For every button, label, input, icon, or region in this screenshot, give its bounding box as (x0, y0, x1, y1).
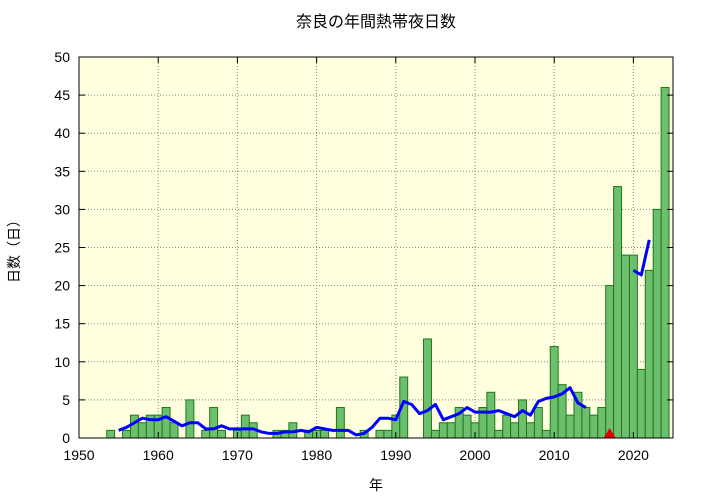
y-tick-label: 35 (54, 163, 70, 179)
bar (644, 269, 654, 439)
y-tick-label: 15 (54, 316, 70, 332)
bar (597, 407, 607, 439)
bar (462, 414, 472, 439)
y-tick-label: 5 (62, 392, 70, 408)
bar (106, 429, 116, 439)
y-axis-title: 日数（日） (6, 213, 22, 283)
bar (209, 407, 219, 439)
bar (430, 429, 440, 439)
bar (446, 422, 456, 439)
marker-series (603, 428, 616, 438)
bar (605, 285, 615, 439)
bar (533, 407, 543, 439)
bar (628, 254, 638, 439)
bar (375, 429, 385, 439)
trend-line (118, 386, 587, 437)
bar (494, 429, 504, 439)
x-tick-label: 1960 (143, 447, 174, 463)
bar (129, 414, 139, 439)
y-tick-label: 30 (54, 201, 70, 217)
x-tick-label: 2000 (459, 447, 490, 463)
bar (613, 186, 623, 439)
bar (383, 429, 393, 439)
y-tick-label: 45 (54, 87, 70, 103)
y-tick-label: 10 (54, 354, 70, 370)
bar (486, 391, 496, 439)
bar (621, 254, 630, 439)
bar (525, 422, 535, 439)
bar (541, 429, 551, 439)
bar (161, 407, 171, 439)
y-axis: 0 5 10 15 20 25 30 35 40 45 50 (54, 49, 673, 446)
bar (565, 414, 575, 439)
x-tick-label: 1990 (380, 447, 411, 463)
bar (137, 422, 147, 439)
y-tick-label: 40 (54, 125, 70, 141)
bar (660, 86, 670, 439)
trend-series (118, 239, 651, 437)
x-tick-label: 2020 (618, 447, 649, 463)
bar (581, 407, 591, 439)
trend-line (632, 239, 651, 277)
y-tick-label: 20 (54, 278, 70, 294)
x-tick-label: 2010 (539, 447, 570, 463)
bar (335, 407, 345, 439)
bar (185, 399, 195, 439)
bar (240, 414, 250, 439)
x-axis: 1950 1960 1970 1980 1990 2000 2010 2020 (63, 57, 649, 463)
bar (589, 414, 599, 439)
x-tick-label: 1980 (301, 447, 332, 463)
y-tick-label: 50 (54, 49, 70, 65)
bar (549, 346, 559, 439)
x-tick-label: 1970 (222, 447, 253, 463)
bar (423, 338, 432, 439)
bar (438, 422, 448, 439)
marker-triangle (603, 428, 616, 438)
bar (502, 414, 512, 439)
bar (217, 429, 227, 439)
bar (201, 429, 211, 439)
bar (652, 208, 662, 439)
bar (636, 368, 646, 439)
bar (510, 422, 520, 439)
y-tick-label: 25 (54, 240, 70, 256)
chart-title: 奈良の年間熱帯夜日数 (296, 13, 456, 31)
bar (320, 429, 329, 439)
x-axis-title: 年 (369, 477, 383, 493)
gridlines (79, 57, 673, 438)
bar (122, 429, 131, 439)
bar (169, 422, 179, 439)
x-tick-label: 1950 (63, 447, 94, 463)
y-tick-label: 0 (62, 430, 70, 446)
bar (518, 399, 527, 439)
